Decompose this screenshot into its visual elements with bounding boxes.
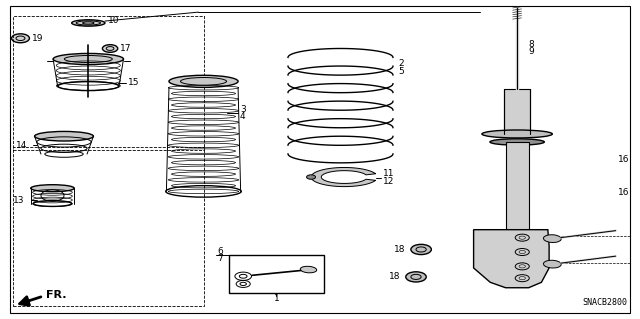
Text: 13: 13 <box>13 196 24 205</box>
Ellipse shape <box>543 235 561 242</box>
Circle shape <box>406 272 426 282</box>
Text: 8: 8 <box>528 40 534 48</box>
Text: SNACB2800: SNACB2800 <box>582 298 627 307</box>
Ellipse shape <box>72 20 105 26</box>
Circle shape <box>102 45 118 52</box>
Text: 11: 11 <box>383 169 394 178</box>
Bar <box>504 89 530 134</box>
Polygon shape <box>474 230 549 288</box>
Ellipse shape <box>300 266 317 273</box>
Text: 15: 15 <box>128 78 140 87</box>
Bar <box>229 255 324 293</box>
Ellipse shape <box>31 185 74 192</box>
Bar <box>13 147 204 306</box>
Text: 18: 18 <box>394 245 405 254</box>
Circle shape <box>411 244 431 255</box>
Text: 18: 18 <box>388 272 400 281</box>
Text: 16: 16 <box>618 155 630 164</box>
Circle shape <box>307 175 316 179</box>
Ellipse shape <box>490 139 545 145</box>
Text: 12: 12 <box>383 177 394 186</box>
Circle shape <box>12 34 29 43</box>
Ellipse shape <box>482 130 552 138</box>
Text: 3: 3 <box>240 105 246 114</box>
Ellipse shape <box>35 131 93 141</box>
Text: 2: 2 <box>398 59 404 68</box>
Ellipse shape <box>543 260 561 268</box>
Text: 10: 10 <box>108 16 119 25</box>
Text: 4: 4 <box>240 112 246 121</box>
Text: 6: 6 <box>218 247 223 256</box>
Text: 19: 19 <box>32 34 44 43</box>
Text: 7: 7 <box>218 254 223 263</box>
Bar <box>506 142 529 230</box>
Text: FR.: FR. <box>46 290 67 300</box>
Text: 14: 14 <box>16 141 28 150</box>
Text: 1: 1 <box>274 294 279 303</box>
Text: 17: 17 <box>120 44 132 53</box>
Text: 9: 9 <box>528 47 534 56</box>
Polygon shape <box>311 167 376 187</box>
Ellipse shape <box>53 54 124 65</box>
Ellipse shape <box>169 75 238 87</box>
Bar <box>13 16 204 150</box>
Text: 16: 16 <box>618 188 630 197</box>
Text: 5: 5 <box>398 67 404 76</box>
